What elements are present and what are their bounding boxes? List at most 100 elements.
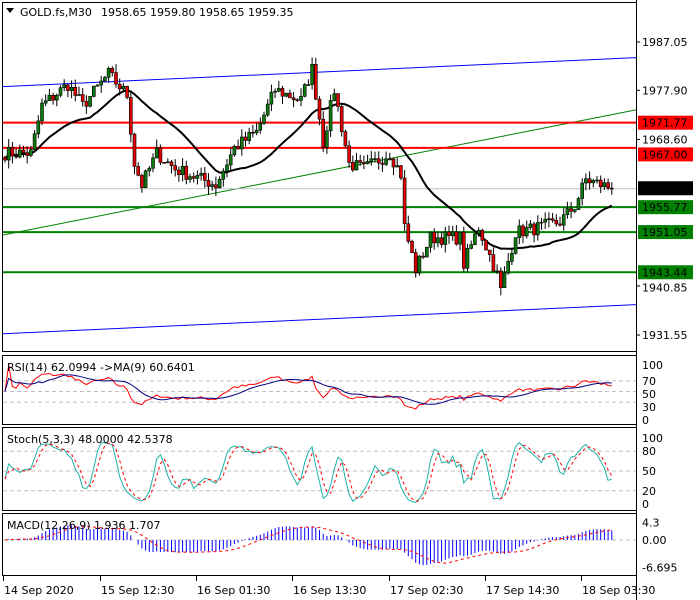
candle-body [436, 237, 440, 244]
candle-body [339, 106, 344, 132]
candle-body [410, 240, 414, 253]
candle-body [177, 169, 181, 175]
candle-body [510, 252, 514, 262]
candle-body [310, 63, 314, 85]
candle [554, 214, 559, 227]
candle [558, 216, 562, 227]
candle-body [350, 162, 355, 171]
candle [550, 212, 555, 223]
candle-body [288, 92, 292, 99]
candle [162, 162, 166, 164]
candle-body [154, 147, 159, 159]
candle-body [532, 223, 536, 236]
time-tick-label: 17 Sep 14:30 [486, 584, 559, 597]
candle [69, 80, 74, 99]
moving-average-line [4, 89, 613, 250]
candle [473, 233, 477, 246]
candle-body [276, 88, 281, 92]
time-tick-label: 18 Sep 03:30 [582, 584, 655, 597]
time-tick-label: 15 Sep 12:30 [101, 584, 174, 597]
candle-body [465, 248, 470, 269]
stoch-tick-label: 100 [642, 432, 663, 445]
candle [114, 64, 118, 88]
candle [6, 139, 11, 169]
candle [565, 201, 570, 219]
candle [92, 85, 96, 98]
candle-body [609, 187, 614, 190]
candle [84, 95, 89, 114]
macd-signal-line [4, 526, 612, 564]
candle-body [132, 133, 137, 167]
candle-body [80, 94, 85, 102]
price-plot[interactable] [2, 57, 637, 335]
candle-body [14, 155, 18, 158]
candle-body [21, 149, 26, 153]
candle [321, 111, 326, 152]
candle [3, 155, 7, 163]
channel-lower-line [2, 304, 637, 335]
candle-body [347, 145, 351, 163]
candle-body [6, 147, 11, 161]
candle [110, 66, 115, 77]
candle [595, 176, 599, 184]
price-tick-label: 1968.60 [642, 133, 688, 146]
candle-body [550, 218, 555, 221]
candle [443, 226, 448, 253]
candle [469, 240, 474, 250]
dropdown-triangle-icon[interactable] [6, 8, 14, 13]
candle [77, 86, 81, 96]
candle [498, 267, 503, 296]
candle [88, 96, 92, 108]
candle-body [491, 254, 496, 272]
candle-body [524, 227, 529, 237]
candle-body [558, 223, 562, 226]
candle [354, 152, 359, 171]
candle [206, 173, 211, 195]
candle [140, 173, 144, 193]
candle [129, 90, 133, 143]
rsi-tick-label: 100 [642, 359, 663, 372]
candle-body [214, 184, 218, 189]
candle [284, 92, 289, 98]
candle-body [495, 270, 499, 273]
candle [395, 157, 400, 168]
candle [476, 227, 481, 237]
candle-body [424, 246, 429, 258]
candle [313, 57, 318, 101]
candle [491, 247, 496, 272]
candle-body [158, 147, 163, 163]
candle [539, 217, 544, 230]
candle [240, 129, 244, 156]
current-price-tag-bg [638, 181, 693, 196]
candle-body [191, 176, 196, 179]
candle [343, 129, 348, 148]
candle [228, 146, 233, 172]
candle-body [417, 255, 422, 274]
candle [280, 85, 285, 104]
candle [336, 93, 340, 112]
candle-body [232, 145, 237, 156]
candle-body [587, 178, 592, 184]
candle-body [73, 86, 78, 96]
candle [295, 98, 300, 103]
time-tick-label: 14 Sep 2020 [4, 584, 74, 597]
candle [432, 228, 437, 250]
candle [495, 264, 499, 274]
candle-body [17, 149, 22, 158]
candle [310, 57, 314, 90]
candle [399, 164, 403, 181]
candle-body [395, 165, 400, 168]
candle [513, 237, 518, 255]
stoch-tick-label: 20 [642, 485, 656, 498]
candle [136, 162, 140, 177]
candle-body [88, 96, 92, 107]
candle-body [313, 63, 318, 100]
candle-body [228, 154, 233, 166]
candle-body [328, 100, 333, 132]
candle-body [454, 231, 459, 245]
trend-line [2, 109, 637, 236]
candle-body [265, 103, 270, 116]
candle [339, 104, 344, 137]
candle [532, 221, 536, 243]
